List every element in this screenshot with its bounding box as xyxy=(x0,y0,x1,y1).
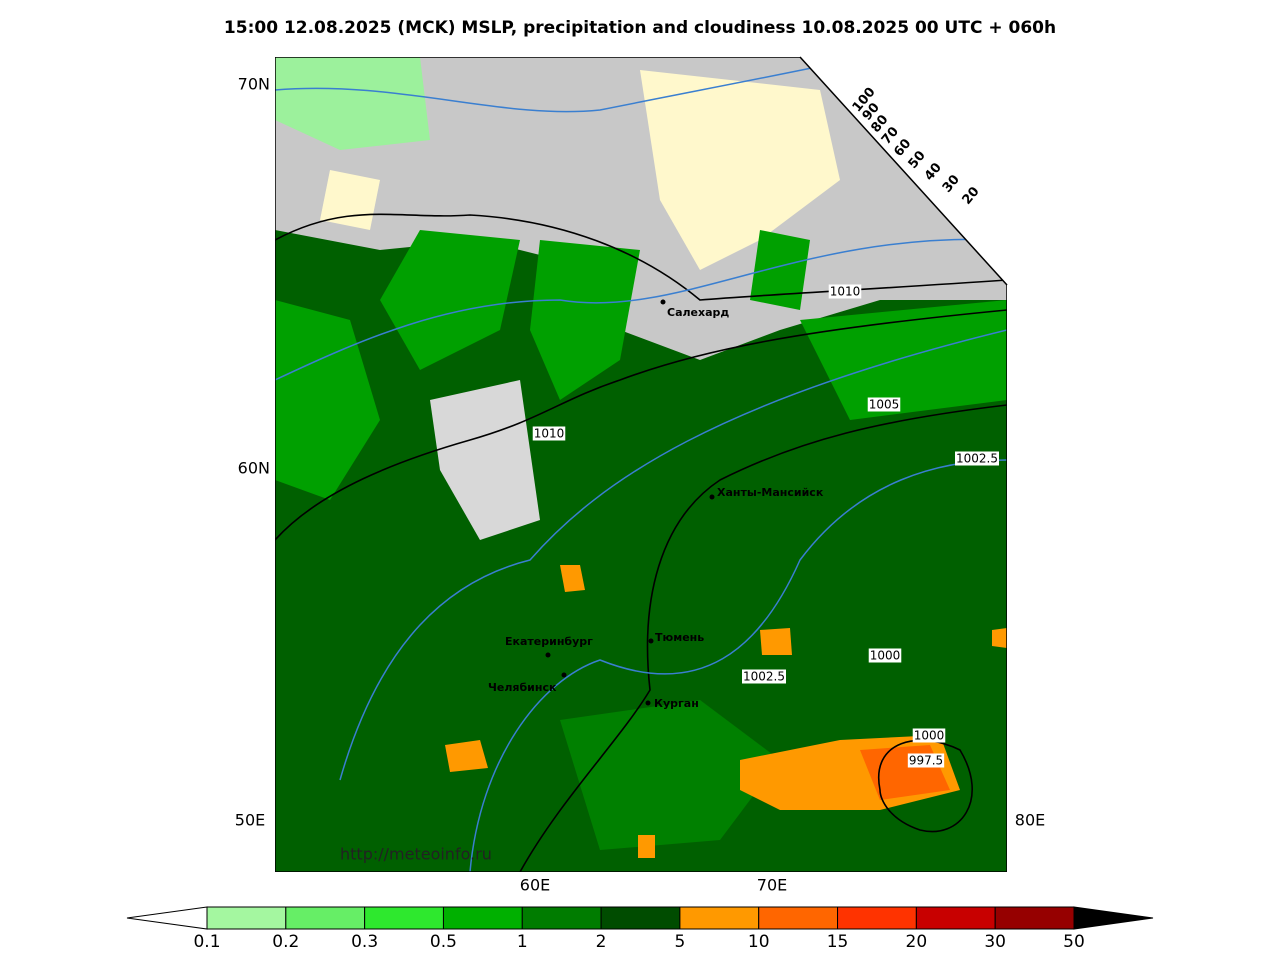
colorbar-label: 0.5 xyxy=(430,932,457,952)
colorbar-label: 0.2 xyxy=(272,932,299,952)
colorbar-box xyxy=(837,906,917,930)
cloudiness-label: 30 xyxy=(940,172,963,196)
colorbar-label: 15 xyxy=(827,932,849,952)
colorbar-label: 0.3 xyxy=(351,932,378,952)
colorbar-label: 2 xyxy=(596,932,607,952)
isobar-label: 1010 xyxy=(534,427,565,441)
isobar-label: 1005 xyxy=(869,398,900,412)
city-label: Тюмень xyxy=(655,631,704,644)
city-label: Екатеринбург xyxy=(505,635,593,648)
colorbar-box xyxy=(915,906,996,930)
city-dot xyxy=(709,494,715,500)
coord-label: 80E xyxy=(1015,811,1045,830)
map-title: 15:00 12.08.2025 (MCK) MSLP, precipitati… xyxy=(224,18,1056,38)
coord-label: 60E xyxy=(520,876,550,895)
colorbar-box xyxy=(364,906,444,930)
colorbar-label: 1 xyxy=(517,932,528,952)
colorbar-box xyxy=(521,906,602,930)
city-label: Курган xyxy=(654,697,699,710)
coord-label: 70E xyxy=(757,876,787,895)
map-field xyxy=(275,57,1007,872)
colorbar-box xyxy=(442,906,523,930)
cloudiness-label: 40 xyxy=(922,160,945,184)
city-dot xyxy=(648,638,654,644)
isobar-label-bg xyxy=(828,284,862,299)
colorbar-label: 20 xyxy=(906,932,928,952)
isobar-label: 1010 xyxy=(830,285,861,299)
colorbar-box xyxy=(994,906,1075,930)
city-dot xyxy=(660,299,666,305)
colorbar-label: 30 xyxy=(984,932,1006,952)
colorbar-box xyxy=(600,906,681,930)
city-label: Салехард xyxy=(667,306,729,319)
watermark: http://meteoinfo.ru xyxy=(340,845,492,864)
isobar-label-bg xyxy=(867,397,901,412)
colorbar-box xyxy=(758,906,839,930)
isobar-label-bg xyxy=(955,451,999,466)
coord-label: 50E xyxy=(235,811,265,830)
isobar-label-bg xyxy=(868,648,902,663)
city-label: Ханты-Мансийск xyxy=(717,486,824,499)
isobar-label: 1000 xyxy=(870,649,901,663)
isobar-label: 997.5 xyxy=(909,754,943,768)
isobar-label: 1002.5 xyxy=(956,452,998,466)
city-dot xyxy=(645,700,651,706)
isobar-label-bg xyxy=(912,728,946,743)
isobar-label: 1002.5 xyxy=(743,670,785,684)
isobar-label-bg xyxy=(742,669,786,684)
colorbar-label: 0.1 xyxy=(193,932,220,952)
colorbar-box xyxy=(285,906,366,930)
colorbar-label: 50 xyxy=(1063,932,1085,952)
colorbar-label: 10 xyxy=(748,932,770,952)
city-label: Челябинск xyxy=(488,681,557,694)
city-dot xyxy=(545,652,551,658)
coord-label: 60N xyxy=(238,459,270,478)
city-dot xyxy=(561,672,567,678)
coord-label: 70N xyxy=(238,75,270,94)
isobar-label-bg xyxy=(907,753,945,768)
isobar-label-bg xyxy=(532,426,566,441)
isobar-label: 1000 xyxy=(914,729,945,743)
colorbar-box xyxy=(679,906,760,930)
cloudiness-label: 20 xyxy=(960,184,983,208)
colorbar-box xyxy=(206,906,287,930)
colorbar-label: 5 xyxy=(674,932,685,952)
